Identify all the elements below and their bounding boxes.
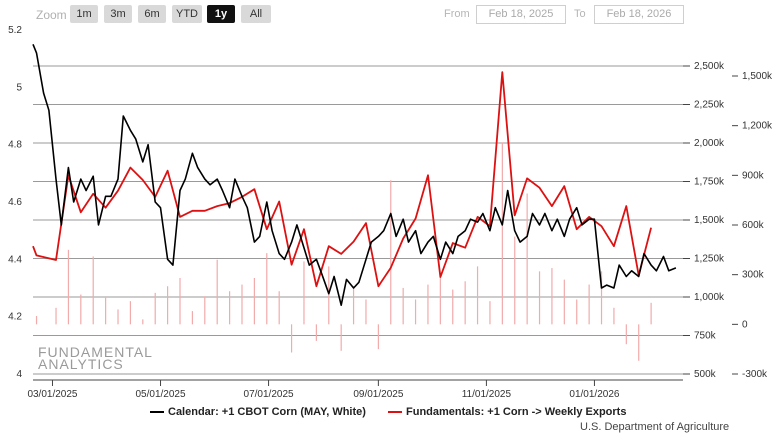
to-date-input[interactable]: Feb 18, 2026 (594, 5, 684, 24)
legend-swatch-exports (388, 411, 402, 414)
right-axis-tick-label: 1,000k (694, 292, 725, 303)
right-axis-tick-label: 750k (694, 331, 717, 342)
weekly-export-bars (35, 142, 652, 361)
right2-axis-tick-label: 300k (742, 270, 765, 281)
zoom-ytd-button[interactable]: YTD (172, 5, 202, 23)
from-date-input[interactable]: Feb 18, 2025 (476, 5, 566, 24)
left-axis-tick-label: 4.2 (8, 312, 22, 323)
x-axis-tick-label: 11/01/2025 (462, 389, 512, 400)
right2-axis-tick-label: -300k (742, 369, 768, 380)
exports-series (32, 71, 652, 288)
left-axis-tick-label: 5 (16, 82, 22, 93)
right2-axis-tick-label: 0 (742, 319, 748, 330)
legend-item-exports[interactable]: Fundamentals: +1 Corn -> Weekly Exports (388, 406, 626, 418)
right2-axis-tick-label: 600k (742, 220, 765, 231)
source-credit: U.S. Department of Agriculture (580, 421, 730, 433)
zoom-6m-button[interactable]: 6m (138, 5, 166, 23)
axes: 5.2 5 4.8 4.6 4.4 4.2 4 2,500k 2,250k 2,000k 1,750… (8, 25, 773, 400)
left-axis-tick-label: 4.6 (8, 197, 22, 208)
watermark-line-1: FUNDAMENTAL (38, 344, 153, 360)
left-axis-tick-label: 5.2 (8, 25, 22, 36)
right2-axis-tick-label: 900k (742, 170, 765, 181)
right-axis-tick-label: 1,750k (694, 177, 725, 188)
x-axis-tick-label: 03/01/2025 (27, 389, 77, 400)
zoom-all-button[interactable]: All (241, 5, 271, 23)
right-axis-tick-label: 1,250k (694, 254, 725, 265)
zoom-1y-button[interactable]: 1y (207, 5, 235, 23)
right2-axis-tick-label: 1,200k (742, 121, 773, 132)
right-axis-tick-label: 500k (694, 369, 717, 380)
legend-label-exports: Fundamentals: +1 Corn -> Weekly Exports (406, 406, 627, 418)
from-label: From (444, 8, 470, 20)
zoom-1m-button[interactable]: 1m (70, 5, 98, 23)
right-axis-tick-label: 1,500k (694, 215, 725, 226)
to-label: To (574, 8, 586, 20)
watermark-line-2: ANALYTICS (38, 356, 124, 372)
price-series (32, 43, 677, 307)
right-axis-tick-label: 2,000k (694, 138, 725, 149)
watermark-logo: FUNDAMENTAL ANALYTICS (38, 344, 153, 372)
right-axis-tick-label: 2,500k (694, 61, 725, 72)
zoom-3m-button[interactable]: 3m (104, 5, 132, 23)
left-axis-tick-label: 4 (16, 369, 22, 380)
right-axis-tick-label: 2,250k (694, 100, 725, 111)
right2-axis-tick-label: 1,500k (742, 71, 773, 82)
zoom-label: Zoom (36, 8, 67, 22)
range-toolbar: Zoom 1m 3m 6m YTD 1y All From Feb 18, 20… (0, 4, 782, 26)
price-line (32, 43, 677, 307)
x-axis-tick-label: 09/01/2025 (353, 389, 403, 400)
left-axis-tick-label: 4.8 (8, 140, 22, 151)
left-axis-tick-label: 4.4 (8, 254, 22, 265)
x-axis-tick-label: 05/01/2025 (135, 389, 185, 400)
legend-swatch-price (150, 411, 164, 414)
legend-label-price: Calendar: +1 CBOT Corn (MAY, White) (168, 406, 366, 418)
legend-item-price[interactable]: Calendar: +1 CBOT Corn (MAY, White) (150, 406, 366, 418)
x-axis-tick-label: 01/01/2026 (569, 389, 619, 400)
x-axis-tick-label: 07/01/2025 (244, 389, 294, 400)
exports-line (32, 71, 652, 288)
